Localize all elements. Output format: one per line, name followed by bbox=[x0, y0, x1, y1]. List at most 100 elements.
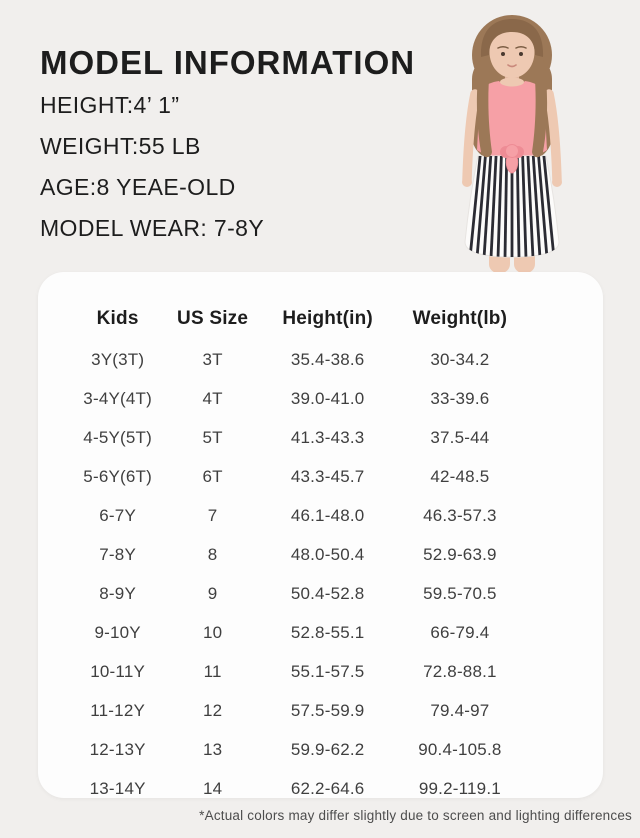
weight-cell: 79.4-97 bbox=[430, 700, 490, 720]
column-header-height: Height(in) bbox=[282, 308, 373, 329]
kids-cell: 9-10Y bbox=[94, 622, 141, 642]
spacer-cell bbox=[528, 691, 603, 730]
table-row: 7-8Y 8 48.0-50.4 52.9-63.9 bbox=[74, 535, 603, 574]
kids-cell: 7-8Y bbox=[99, 544, 136, 564]
us-size-cell: 5T bbox=[202, 427, 223, 447]
height-cell: 35.4-38.6 bbox=[290, 349, 365, 369]
tie-knot-shape bbox=[500, 144, 524, 174]
us-size-cell: 9 bbox=[207, 583, 218, 603]
spacer-cell bbox=[528, 418, 603, 457]
us-size-cell: 14 bbox=[202, 778, 223, 798]
us-size-cell: 3T bbox=[202, 349, 223, 369]
column-header-us-size: US Size bbox=[177, 308, 249, 329]
height-cell: 43.3-45.7 bbox=[290, 466, 365, 486]
spacer-cell bbox=[528, 496, 603, 535]
color-disclaimer: *Actual colors may differ slightly due t… bbox=[199, 808, 632, 823]
model-photo bbox=[412, 0, 612, 273]
weight-cell: 42-48.5 bbox=[430, 466, 490, 486]
height-cell: 46.1-48.0 bbox=[290, 505, 365, 525]
column-header-weight: Weight(lb) bbox=[412, 308, 508, 329]
kids-cell: 4-5Y(5T) bbox=[83, 427, 152, 447]
spacer-cell bbox=[528, 769, 603, 808]
size-chart-rows: 3Y(3T) 3T 35.4-38.6 30-34.2 3-4Y(4T) 4T … bbox=[74, 340, 603, 808]
model-age-line: AGE:8 YEAE-OLD bbox=[40, 174, 236, 200]
kids-cell: 3Y(3T) bbox=[91, 349, 145, 369]
model-height-line: HEIGHT:4’ 1” bbox=[40, 92, 180, 118]
spacer-header-cell bbox=[528, 296, 603, 340]
size-chart-table: Kids US Size Height(in) Weight(lb) 3Y(3T… bbox=[74, 296, 603, 808]
table-row: 10-11Y 11 55.1-57.5 72.8-88.1 bbox=[74, 652, 603, 691]
page-title: MODEL INFORMATION bbox=[40, 44, 416, 81]
height-cell: 50.4-52.8 bbox=[290, 583, 365, 603]
kids-cell: 5-6Y(6T) bbox=[83, 466, 152, 486]
height-cell: 57.5-59.9 bbox=[290, 700, 365, 720]
table-row: 5-6Y(6T) 6T 43.3-45.7 42-48.5 bbox=[74, 457, 603, 496]
kids-cell: 6-7Y bbox=[99, 505, 136, 525]
weight-cell: 30-34.2 bbox=[430, 349, 490, 369]
weight-cell: 99.2-119.1 bbox=[418, 778, 501, 798]
height-cell: 62.2-64.6 bbox=[290, 778, 365, 798]
us-size-cell: 7 bbox=[207, 505, 218, 525]
table-row: 11-12Y 12 57.5-59.9 79.4-97 bbox=[74, 691, 603, 730]
kids-cell: 13-14Y bbox=[89, 778, 146, 798]
face-shape bbox=[489, 26, 535, 78]
weight-cell: 90.4-105.8 bbox=[418, 739, 502, 759]
spacer-cell bbox=[528, 340, 603, 379]
hair-cap-shape bbox=[480, 19, 544, 57]
height-cell: 55.1-57.5 bbox=[290, 661, 365, 681]
weight-cell: 52.9-63.9 bbox=[423, 544, 497, 564]
us-size-cell: 12 bbox=[202, 700, 223, 720]
us-size-cell: 10 bbox=[202, 622, 223, 642]
spacer-cell bbox=[528, 379, 603, 418]
spacer-cell bbox=[528, 613, 603, 652]
size-chart-card: Kids US Size Height(in) Weight(lb) 3Y(3T… bbox=[38, 272, 603, 798]
table-row: 4-5Y(5T) 5T 41.3-43.3 37.5-44 bbox=[74, 418, 603, 457]
spacer-cell bbox=[528, 535, 603, 574]
weight-cell: 37.5-44 bbox=[430, 427, 490, 447]
us-size-cell: 8 bbox=[207, 544, 218, 564]
kids-cell: 3-4Y(4T) bbox=[83, 388, 152, 408]
kids-cell: 11-12Y bbox=[90, 700, 146, 720]
weight-cell: 33-39.6 bbox=[430, 388, 490, 408]
kids-cell: 8-9Y bbox=[99, 583, 136, 603]
table-row: 12-13Y 13 59.9-62.2 90.4-105.8 bbox=[74, 730, 603, 769]
weight-cell: 72.8-88.1 bbox=[423, 661, 497, 681]
us-size-cell: 6T bbox=[202, 466, 223, 486]
table-row: 9-10Y 10 52.8-55.1 66-79.4 bbox=[74, 613, 603, 652]
pink-tank-top-shape bbox=[477, 81, 547, 158]
table-row: 3-4Y(4T) 4T 39.0-41.0 33-39.6 bbox=[74, 379, 603, 418]
column-header-kids: Kids bbox=[96, 308, 139, 329]
size-chart-header-row: Kids US Size Height(in) Weight(lb) bbox=[74, 296, 603, 340]
height-cell: 48.0-50.4 bbox=[290, 544, 365, 564]
spacer-cell bbox=[528, 652, 603, 691]
us-size-cell: 11 bbox=[203, 661, 222, 681]
model-weight-line: WEIGHT:55 LB bbox=[40, 133, 201, 159]
striped-skirt-shape bbox=[464, 155, 560, 258]
kids-cell: 12-13Y bbox=[89, 739, 146, 759]
kids-cell: 10-11Y bbox=[90, 661, 146, 681]
neckline-shape bbox=[500, 77, 524, 87]
spacer-cell bbox=[528, 730, 603, 769]
spacer-cell bbox=[528, 457, 603, 496]
weight-cell: 59.5-70.5 bbox=[423, 583, 497, 603]
face-features bbox=[497, 46, 527, 68]
hair-front-strands bbox=[476, 42, 548, 158]
table-row: 3Y(3T) 3T 35.4-38.6 30-34.2 bbox=[74, 340, 603, 379]
height-cell: 41.3-43.3 bbox=[290, 427, 365, 447]
height-cell: 52.8-55.1 bbox=[290, 622, 365, 642]
height-cell: 59.9-62.2 bbox=[290, 739, 365, 759]
us-size-cell: 4T bbox=[202, 388, 223, 408]
table-row: 6-7Y 7 46.1-48.0 46.3-57.3 bbox=[74, 496, 603, 535]
weight-cell: 66-79.4 bbox=[430, 622, 490, 642]
girl-model-illustration bbox=[462, 15, 562, 273]
table-row: 13-14Y 14 62.2-64.6 99.2-119.1 bbox=[74, 769, 603, 808]
skirt-stripes bbox=[468, 156, 556, 257]
table-row: 8-9Y 9 50.4-52.8 59.5-70.5 bbox=[74, 574, 603, 613]
spacer-cell bbox=[528, 574, 603, 613]
us-size-cell: 13 bbox=[202, 739, 223, 759]
height-cell: 39.0-41.0 bbox=[290, 388, 365, 408]
arms-shape bbox=[462, 89, 562, 187]
model-info-block: HEIGHT:4’ 1” WEIGHT:55 LB AGE:8 YEAE-OLD… bbox=[40, 94, 264, 258]
weight-cell: 46.3-57.3 bbox=[423, 505, 497, 525]
